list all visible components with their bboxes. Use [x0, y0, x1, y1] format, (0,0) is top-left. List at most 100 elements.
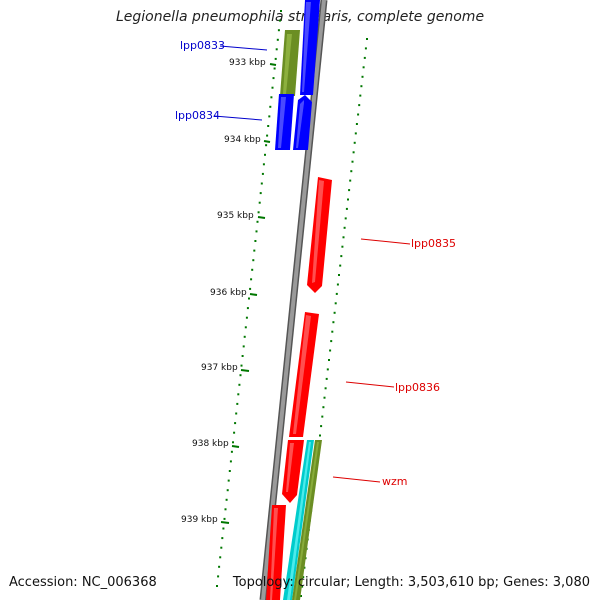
gc-dot: [242, 345, 245, 348]
gc-dot: [280, 10, 282, 12]
gc-dot: [218, 565, 221, 568]
gene-lpp0836-shine: [293, 315, 311, 434]
gc-dot: [232, 441, 234, 444]
gc-dot: [228, 470, 231, 472]
gc-dot: [338, 274, 340, 276]
leader-lpp0835: [360, 238, 411, 245]
gc-dot: [260, 182, 263, 185]
gc-dot: [358, 104, 361, 107]
gc-dot: [244, 326, 247, 329]
gene-lpp0834b-shine: [296, 100, 304, 148]
gc-dot: [229, 460, 232, 463]
leader-lpp0834: [213, 115, 263, 121]
tick-mark-935: [257, 216, 266, 219]
gc-dot: [332, 321, 335, 324]
gc-dot: [325, 377, 328, 380]
gene-label-wzm[interactable]: wzm: [382, 475, 408, 488]
gc-dot: [233, 431, 236, 434]
gc-dot: [321, 415, 324, 418]
gc-dot: [238, 383, 241, 386]
gc-dot: [220, 546, 223, 549]
tick-label-934: 934 kbp: [224, 135, 261, 145]
gc-dot: [330, 340, 333, 343]
gc-dot: [319, 434, 321, 437]
gc-dot: [259, 192, 262, 195]
gene-label-lpp0833[interactable]: lpp0833: [180, 39, 226, 52]
gc-dot: [226, 489, 229, 492]
gc-dot: [237, 393, 240, 396]
gc-dot: [336, 283, 339, 286]
gc-dot: [349, 179, 352, 182]
tick-mark-936: [249, 293, 258, 296]
gc-dot: [324, 387, 327, 390]
gc-dot: [275, 48, 278, 51]
gene-lpp0835[interactable]: [307, 177, 332, 293]
tick-mark-933: [269, 63, 277, 66]
gc-dot: [266, 134, 269, 137]
gene-red-bottom[interactable]: [266, 505, 286, 600]
gc-dot: [224, 508, 227, 511]
genome-backbone-highlight: [261, 0, 326, 600]
gc-dot: [335, 292, 338, 295]
gc-dot: [262, 163, 265, 166]
gene-label-lpp0836[interactable]: lpp0836: [395, 381, 441, 394]
gc-dot: [235, 412, 238, 415]
gene-wzm-shine: [286, 443, 294, 492]
gc-dot: [252, 259, 255, 262]
gc-dot: [340, 255, 343, 258]
tick-label-933: 933 kbp: [229, 58, 266, 68]
gc-dot: [348, 189, 351, 192]
gc-dot: [221, 537, 224, 540]
gc-dot: [269, 105, 272, 108]
gc-dot: [230, 450, 233, 453]
gc-dot: [352, 151, 355, 154]
leader-wzm: [332, 476, 381, 483]
gc-dot: [243, 335, 246, 338]
gc-dot: [276, 38, 279, 41]
gc-dot: [254, 240, 257, 242]
gc-dot: [264, 153, 266, 156]
gene-label-lpp0834[interactable]: lpp0834: [175, 109, 221, 122]
feature-cyan-shine: [287, 442, 311, 600]
feature-olive-bottom-shine: [294, 442, 319, 600]
tick-label-938: 938 kbp: [192, 439, 229, 449]
gc-dot: [277, 29, 280, 32]
tick-label-936: 936 kbp: [210, 288, 247, 298]
gc-dot: [278, 19, 281, 22]
gc-dot: [361, 75, 364, 78]
gc-dot: [249, 287, 252, 290]
gc-dot: [261, 172, 264, 175]
gc-dot: [241, 355, 244, 357]
gc-dot: [239, 374, 242, 377]
gc-dot: [366, 38, 368, 40]
gc-dot: [359, 94, 362, 97]
gc-dot: [227, 479, 230, 482]
gc-dot: [272, 77, 275, 80]
tick-label-939: 939 kbp: [181, 515, 218, 525]
gc-dot: [273, 67, 276, 70]
gc-dot: [347, 198, 349, 201]
gc-dot: [350, 170, 353, 173]
gc-dot: [258, 201, 261, 204]
gene-label-lpp0835[interactable]: lpp0835: [411, 237, 457, 250]
gc-dot: [274, 57, 277, 60]
gc-dot: [354, 132, 357, 135]
tick-mark-934: [263, 140, 271, 143]
gc-dot: [339, 264, 342, 267]
gc-dot: [323, 396, 326, 399]
gc-dot: [320, 425, 323, 428]
gc-dot: [326, 368, 329, 371]
gc-dot: [331, 330, 334, 333]
gene-lpp0834-shine: [278, 97, 286, 148]
tick-label-935: 935 kbp: [217, 211, 254, 221]
gc-dot: [351, 160, 354, 163]
gc-dot: [353, 141, 356, 144]
gc-track-left: [216, 10, 282, 587]
gc-dot: [364, 47, 367, 50]
gene-red-bottom-shine: [270, 508, 278, 600]
gc-dot: [223, 517, 226, 520]
gc-dot: [253, 249, 256, 252]
gc-dot: [363, 56, 366, 59]
